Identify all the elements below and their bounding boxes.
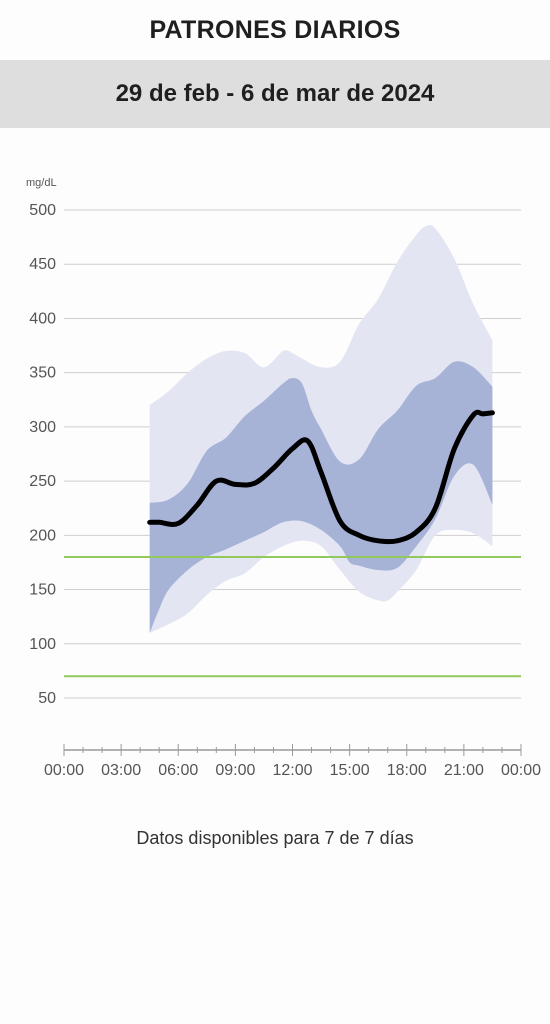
x-tick-label: 12:00 — [272, 762, 312, 779]
inner-percentile-band — [149, 361, 493, 633]
y-tick-label: 300 — [29, 419, 56, 436]
y-tick-label: 250 — [29, 473, 56, 490]
date-range-bar: 29 de feb - 6 de mar de 2024 — [0, 60, 550, 128]
data-availability-note: Datos disponibles para 7 de 7 días — [136, 828, 414, 848]
x-tick-label: 21:00 — [444, 762, 484, 779]
x-tick-label: 09:00 — [215, 762, 255, 779]
median-line — [147, 409, 495, 545]
daily-patterns-chart: mg/dL 50 100 150 200 250 300 350 400 450 500 00:00 0… — [26, 177, 541, 779]
y-tick-label: 400 — [29, 310, 56, 327]
unit-label: mg/dL — [26, 177, 57, 189]
y-tick-label: 200 — [29, 527, 56, 544]
page-title: PATRONES DIARIOS — [149, 15, 401, 44]
x-tick-label: 06:00 — [158, 762, 198, 779]
y-tick-label: 150 — [29, 582, 56, 599]
y-tick-label: 500 — [29, 202, 56, 219]
x-tick-label: 00:00 — [501, 762, 541, 779]
y-tick-label: 450 — [29, 256, 56, 273]
y-tick-label: 350 — [29, 365, 56, 382]
date-range-label: 29 de feb - 6 de mar de 2024 — [115, 80, 435, 107]
x-tick-label: 00:00 — [44, 762, 84, 779]
y-tick-label: 100 — [29, 636, 56, 653]
x-tick-label: 03:00 — [101, 762, 141, 779]
x-tick-label: 15:00 — [330, 762, 370, 779]
x-tick-label: 18:00 — [387, 762, 427, 779]
y-tick-label: 50 — [38, 690, 56, 707]
